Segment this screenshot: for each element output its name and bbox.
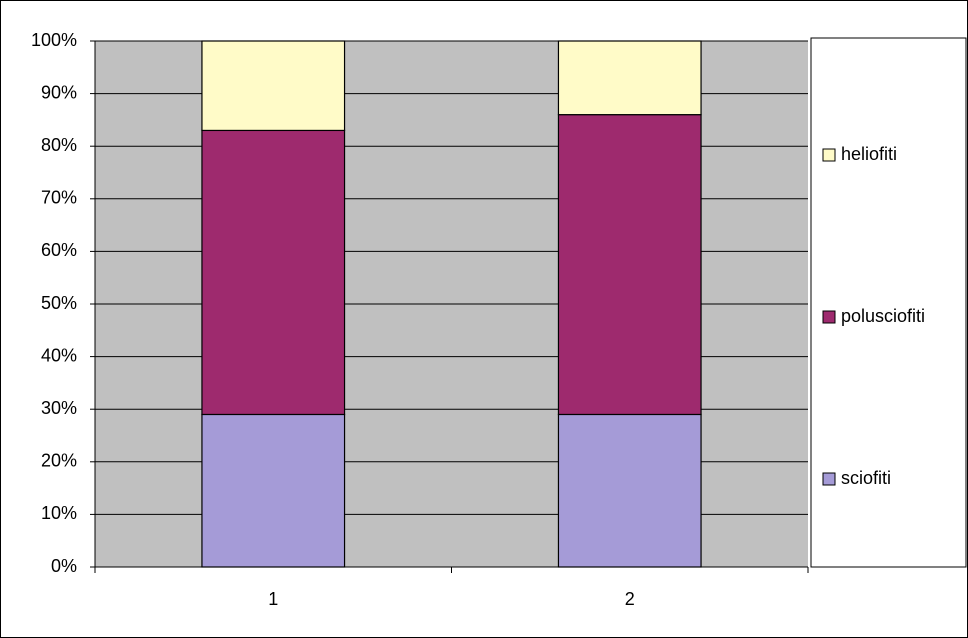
y-tick-label: 0% — [51, 556, 77, 576]
legend-swatch — [822, 472, 836, 486]
y-tick-label: 30% — [41, 398, 77, 418]
legend-label: sciofiti — [841, 468, 891, 488]
bar-segment — [201, 40, 346, 132]
y-tick-label: 80% — [41, 135, 77, 155]
legend-swatch — [822, 310, 836, 324]
y-tick-label: 90% — [41, 82, 77, 102]
legend-label: heliofiti — [841, 144, 897, 164]
legend-box — [810, 37, 967, 568]
bar-segment — [557, 114, 702, 416]
y-tick-label: 10% — [41, 503, 77, 523]
bar-segment — [557, 413, 702, 568]
y-tick-label: 50% — [41, 293, 77, 313]
y-tick-label: 100% — [31, 30, 77, 50]
y-tick-label: 60% — [41, 240, 77, 260]
y-tick-label: 70% — [41, 188, 77, 208]
y-tick-label: 20% — [41, 451, 77, 471]
bar-segment — [557, 40, 702, 116]
x-tick-label: 1 — [268, 589, 278, 609]
bar-segment — [201, 129, 346, 416]
y-tick-label: 40% — [41, 345, 77, 365]
bar-segment — [201, 413, 346, 568]
x-tick-label: 2 — [625, 589, 635, 609]
legend-label: polusciofiti — [841, 306, 925, 326]
legend-swatch — [822, 148, 836, 162]
